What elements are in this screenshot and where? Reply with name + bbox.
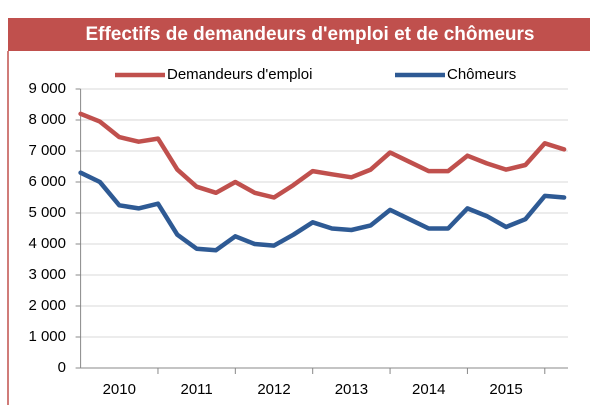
- series-line: [78, 111, 567, 200]
- y-tick-label: 4 000: [28, 235, 66, 252]
- y-tick-label: 6 000: [28, 173, 66, 190]
- y-tick-label: 0: [58, 359, 66, 376]
- x-tick-label: 2014: [412, 381, 445, 398]
- x-tick-label: 2015: [489, 381, 522, 398]
- y-tick-label: 8 000: [28, 111, 66, 128]
- x-tick-label: 2011: [181, 381, 213, 398]
- y-tick-label: 9 000: [28, 80, 66, 97]
- x-tick-label: 2012: [257, 381, 290, 398]
- x-tick-label: 2010: [103, 381, 136, 398]
- legend-label: Demandeurs d'emploi: [167, 66, 312, 83]
- chart-title: Effectifs de demandeurs d'emploi et de c…: [85, 24, 534, 45]
- y-tick-label: 7 000: [28, 142, 66, 159]
- y-tick-label: 5 000: [28, 204, 66, 221]
- legend-label: Chômeurs: [447, 66, 516, 83]
- y-tick-label: 3 000: [28, 266, 66, 283]
- y-tick-label: 2 000: [28, 297, 66, 314]
- y-tick-label: 1 000: [28, 328, 66, 345]
- series-line: [78, 170, 567, 253]
- x-tick-label: 2013: [335, 381, 368, 398]
- title-bar: [8, 18, 590, 51]
